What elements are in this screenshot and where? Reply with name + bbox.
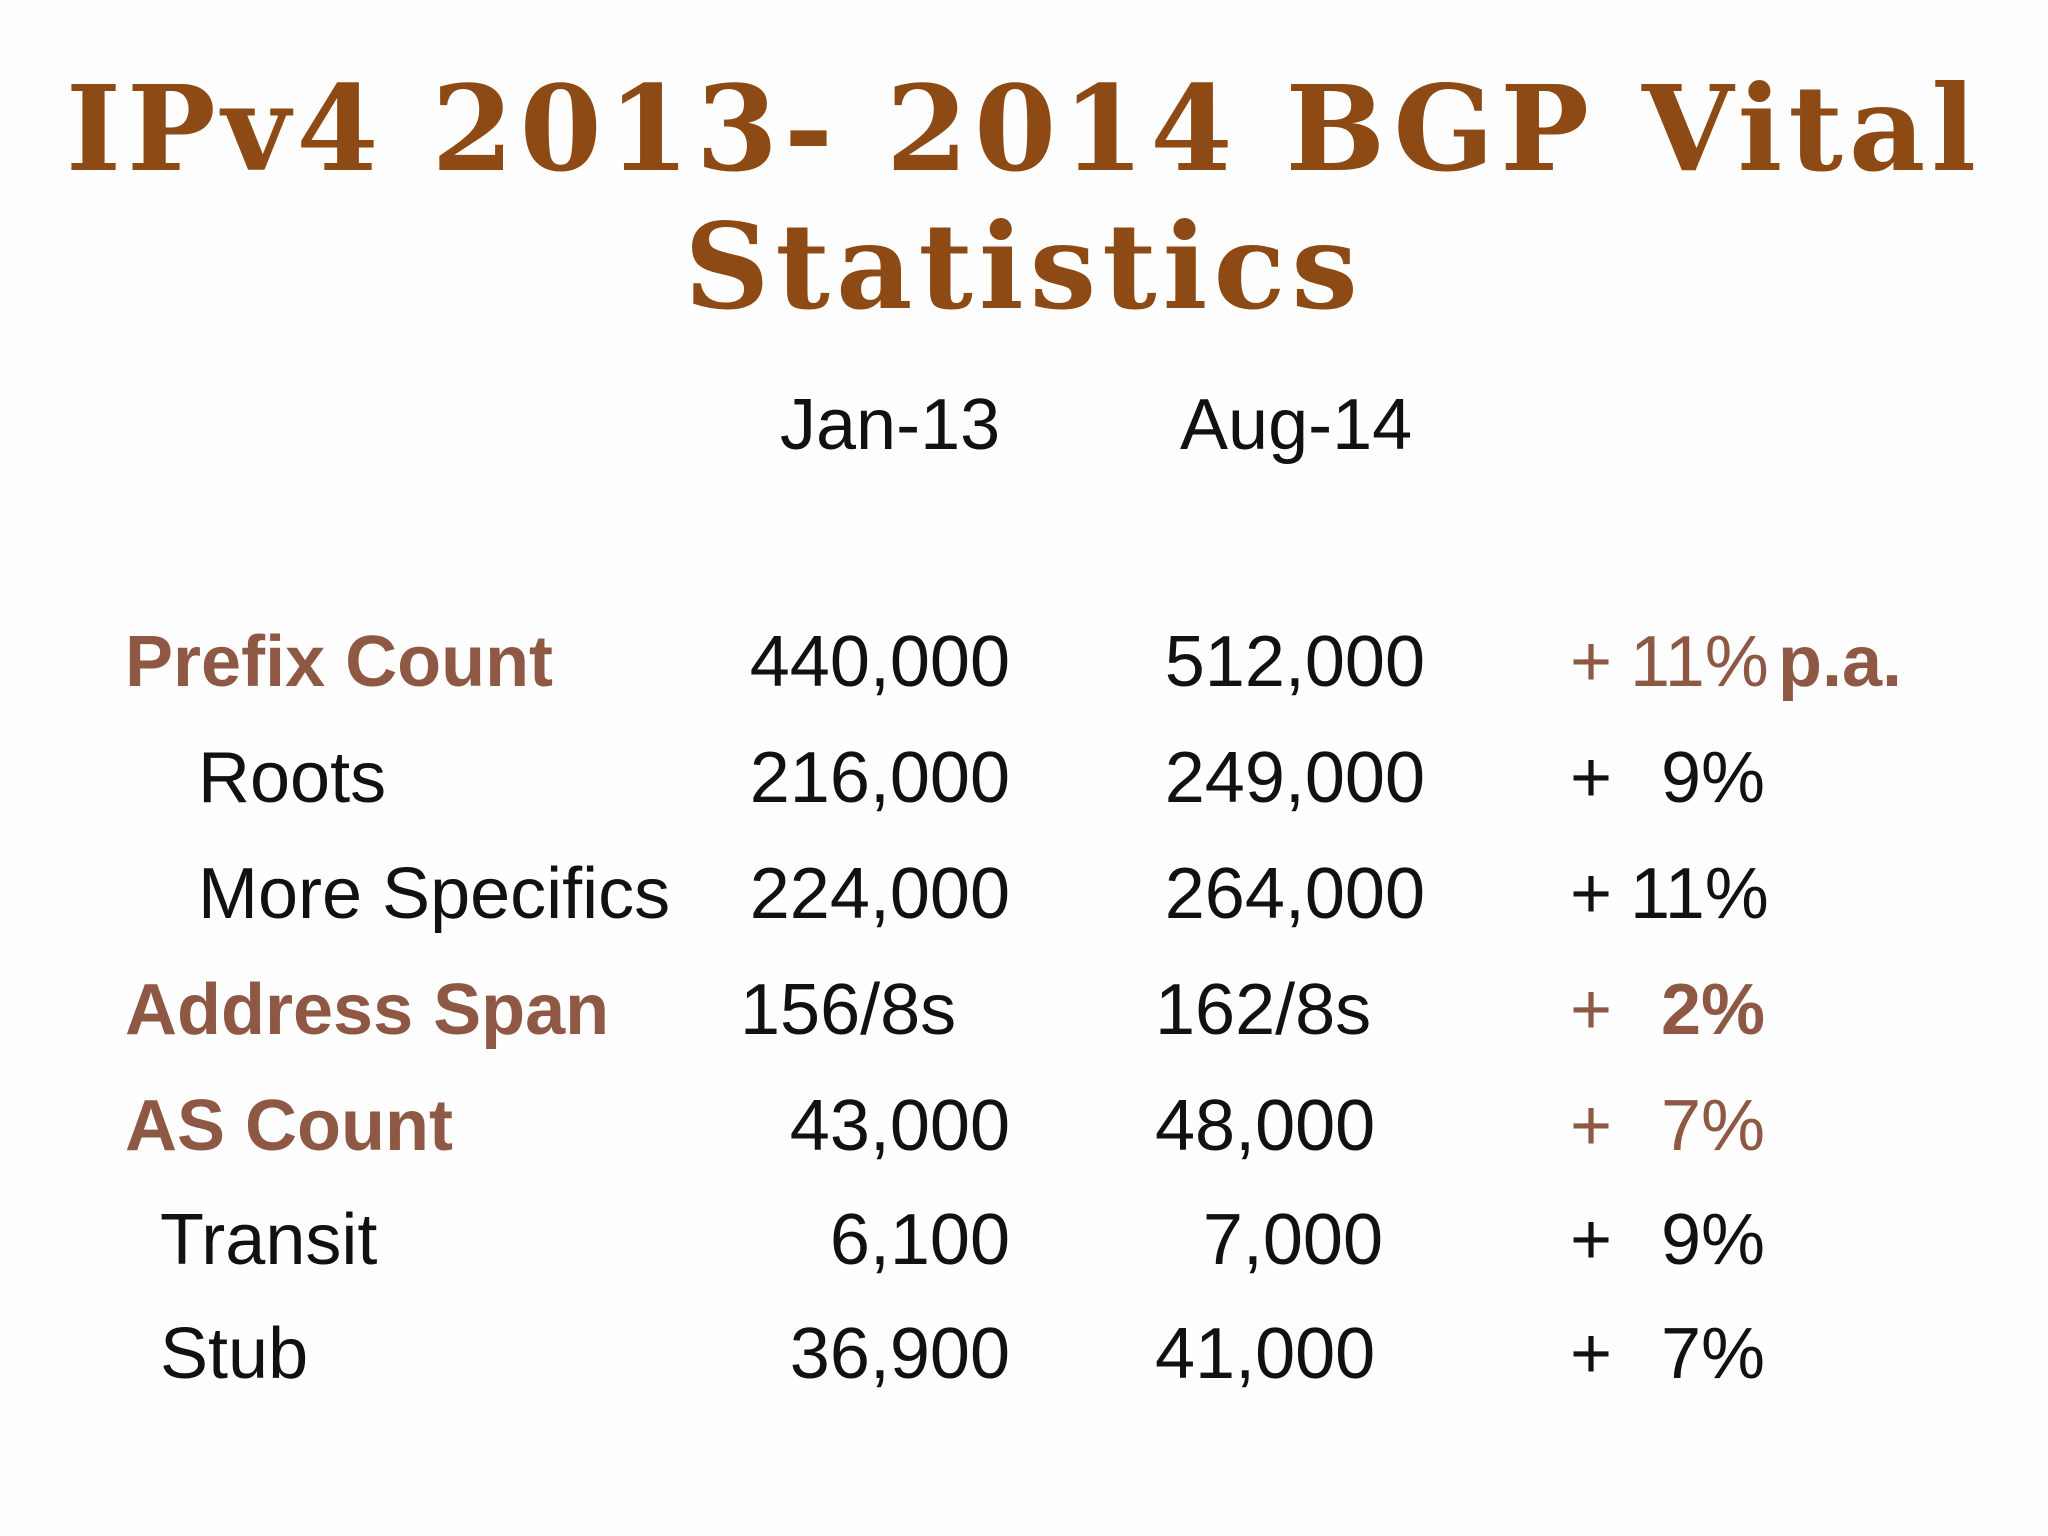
value-jan: 216,000 xyxy=(749,738,1010,818)
row-roots: Roots 216,000 249,000 + 9% xyxy=(0,728,2048,828)
per-annum-suffix: p.a. xyxy=(1778,622,1903,702)
value-jan: 43,000 xyxy=(789,1086,1010,1166)
plus-sign: + xyxy=(1570,1314,1613,1394)
value-jan: 224,000 xyxy=(749,854,1010,934)
plus-sign: + xyxy=(1570,854,1613,934)
slide-title: IPv4 2013- 2014 BGP Vital Statistics xyxy=(0,60,2048,336)
row-as-count: AS Count 43,000 48,000 + 7% xyxy=(0,1076,2048,1176)
row-label: Address Span xyxy=(125,970,610,1050)
percent-change: 7% xyxy=(1660,1314,1765,1394)
value-jan: 156/8s xyxy=(740,970,957,1050)
percent-change: 11% xyxy=(1630,622,1769,702)
percent-change: 2% xyxy=(1660,970,1765,1050)
value-aug: 249,000 xyxy=(1164,738,1425,818)
row-address-span: Address Span 156/8s 162/8s + 2% xyxy=(0,960,2048,1060)
column-header-aug-14: Aug-14 xyxy=(1180,385,1413,465)
row-label: Transit xyxy=(160,1200,378,1280)
plus-sign: + xyxy=(1570,622,1613,702)
percent-change: 11% xyxy=(1630,854,1769,934)
column-header-jan-13: Jan-13 xyxy=(780,385,1001,465)
title-line-1: IPv4 2013- 2014 BGP Vital xyxy=(65,59,1983,198)
row-transit: Transit 6,100 7,000 + 9% xyxy=(0,1190,2048,1290)
value-jan: 6,100 xyxy=(829,1200,1010,1280)
title-line-2: Statistics xyxy=(684,197,1364,336)
row-stub: Stub 36,900 41,000 + 7% xyxy=(0,1304,2048,1404)
value-jan: 440,000 xyxy=(749,622,1010,702)
value-aug: 512,000 xyxy=(1164,622,1425,702)
row-label: Roots xyxy=(198,738,387,818)
value-aug: 7,000 xyxy=(1202,1200,1383,1280)
value-aug: 41,000 xyxy=(1155,1314,1376,1394)
row-prefix-count: Prefix Count 440,000 512,000 + 11% p.a. xyxy=(0,612,2048,712)
plus-sign: + xyxy=(1570,1086,1613,1166)
row-label: More Specifics xyxy=(198,854,671,934)
value-aug: 264,000 xyxy=(1164,854,1425,934)
percent-change: 7% xyxy=(1660,1086,1765,1166)
percent-change: 9% xyxy=(1660,1200,1765,1280)
row-more-specifics: More Specifics 224,000 264,000 + 11% xyxy=(0,844,2048,944)
plus-sign: + xyxy=(1570,1200,1613,1280)
value-aug: 162/8s xyxy=(1155,970,1372,1050)
value-aug: 48,000 xyxy=(1155,1086,1376,1166)
row-label: AS Count xyxy=(125,1086,453,1166)
value-jan: 36,900 xyxy=(789,1314,1010,1394)
percent-change: 9% xyxy=(1660,738,1765,818)
plus-sign: + xyxy=(1570,738,1613,818)
plus-sign: + xyxy=(1570,970,1613,1050)
row-label: Prefix Count xyxy=(125,622,554,702)
row-label: Stub xyxy=(160,1314,309,1394)
